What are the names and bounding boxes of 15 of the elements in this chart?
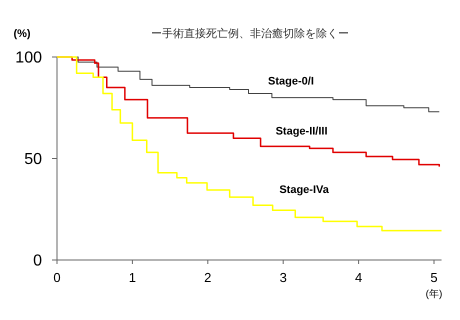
- series-label: Stage-IVa: [279, 184, 330, 196]
- y-axis-title: (%): [13, 28, 31, 40]
- series-label: Stage-II/III: [276, 125, 328, 138]
- series-label: Stage-0/I: [268, 76, 314, 88]
- y-tick-label: 100: [15, 50, 42, 67]
- x-tick-label: 3: [280, 270, 287, 285]
- x-tick-label: 1: [128, 270, 136, 285]
- x-tick-label: 5: [430, 270, 438, 285]
- chart-title: ー手術直接死亡例、非治癒切除を除くー: [151, 27, 349, 40]
- x-tick-label: 4: [354, 270, 362, 285]
- x-axis-title: (年): [426, 288, 442, 300]
- y-tick-label: 0: [33, 252, 42, 270]
- x-tick-label: 2: [204, 270, 212, 285]
- x-tick-label: 0: [53, 270, 61, 285]
- y-tick-label: 50: [24, 151, 42, 168]
